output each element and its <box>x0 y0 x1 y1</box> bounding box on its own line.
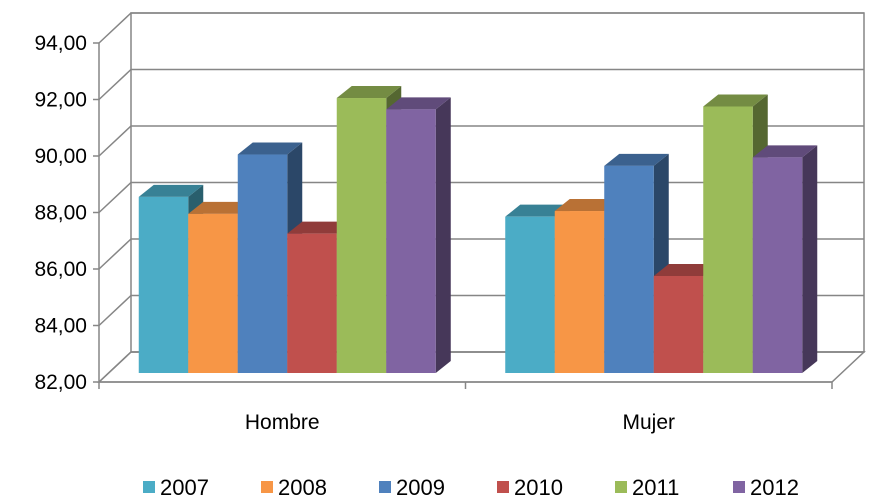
bar-front <box>505 216 555 373</box>
bar-front <box>188 213 238 373</box>
gridlines <box>98 12 864 383</box>
bar-top <box>554 199 620 212</box>
legend-label: 2009 <box>396 475 445 500</box>
bar-front <box>554 211 605 373</box>
bar-front <box>604 165 654 373</box>
legend-swatch-2012 <box>733 481 745 493</box>
y-tick-label: 86,00 <box>34 258 87 281</box>
bar-front <box>386 109 436 373</box>
bar-top <box>336 86 402 99</box>
bar-front <box>336 98 387 374</box>
y-tick-label: 90,00 <box>34 145 87 168</box>
legend-swatch-2007 <box>143 481 155 493</box>
legend-label: 2010 <box>514 475 563 500</box>
legend-label: 2007 <box>160 475 209 500</box>
gridline <box>98 68 864 101</box>
bar-2012-hombre <box>386 97 451 373</box>
y-tick-label: 82,00 <box>34 371 87 394</box>
y-axis: 82,00 84,00 86,00 88,00 90,00 92,00 94,00 <box>34 32 100 394</box>
y-tick-label: 94,00 <box>34 32 87 55</box>
y-tick-label: 92,00 <box>34 89 87 112</box>
bar-front <box>703 106 753 373</box>
bar-top <box>653 264 719 276</box>
legend-label: 2011 <box>632 475 679 500</box>
x-axis: Hombre Mujer <box>98 381 833 434</box>
bar-front <box>287 233 337 373</box>
legend-swatch-2008 <box>261 481 273 493</box>
legend: 2007 2008 2009 2010 2011 2012 <box>143 475 799 500</box>
bar-top <box>604 153 669 166</box>
legend-label: 2008 <box>278 475 327 500</box>
legend-label: 2012 <box>750 475 799 500</box>
bar-front <box>653 276 704 373</box>
bar-top <box>386 97 451 110</box>
bar-top <box>752 145 818 158</box>
bar-side <box>435 97 451 373</box>
bar-top <box>287 221 352 234</box>
y-tick-label: 88,00 <box>34 202 87 225</box>
x-category-label: Hombre <box>245 411 320 434</box>
bar-top <box>237 142 303 155</box>
bar-top <box>188 201 253 214</box>
x-category-label: Mujer <box>622 411 675 434</box>
legend-swatch-2009 <box>379 481 391 493</box>
y-tick-label: 84,00 <box>34 315 87 338</box>
bars <box>138 86 818 374</box>
bar-top <box>703 94 768 107</box>
bar-2012-mujer <box>752 145 818 373</box>
bar-top <box>138 184 204 197</box>
bar-top <box>505 204 570 217</box>
bar-front <box>752 157 803 373</box>
legend-swatch-2010 <box>497 481 509 493</box>
legend-swatch-2011 <box>615 481 627 493</box>
gridline <box>98 125 864 157</box>
bar-front <box>237 154 288 373</box>
bar-front <box>138 196 189 373</box>
bar-side <box>802 145 818 373</box>
gridline <box>98 12 864 44</box>
